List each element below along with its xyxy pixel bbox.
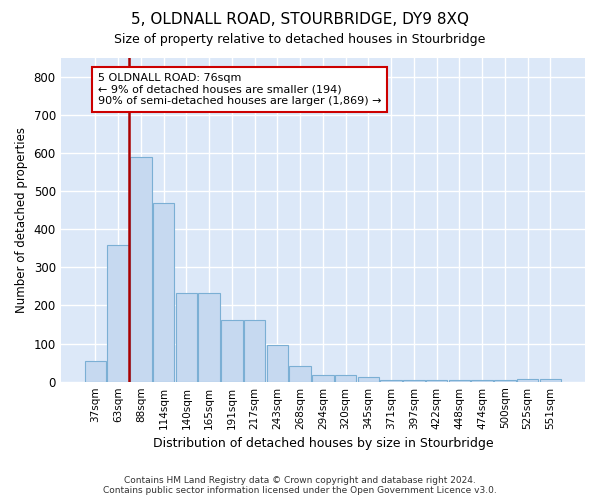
Bar <box>517 378 538 382</box>
Bar <box>380 380 402 382</box>
Bar <box>130 156 152 382</box>
Bar <box>335 375 356 382</box>
Bar <box>471 380 493 382</box>
Bar <box>289 366 311 382</box>
Bar <box>266 346 288 382</box>
Bar <box>85 360 106 382</box>
Text: 5, OLDNALL ROAD, STOURBRIDGE, DY9 8XQ: 5, OLDNALL ROAD, STOURBRIDGE, DY9 8XQ <box>131 12 469 28</box>
Bar <box>494 380 515 382</box>
Text: 5 OLDNALL ROAD: 76sqm
← 9% of detached houses are smaller (194)
90% of semi-deta: 5 OLDNALL ROAD: 76sqm ← 9% of detached h… <box>98 73 382 106</box>
Bar <box>403 380 425 382</box>
Bar <box>153 203 175 382</box>
Bar <box>198 293 220 382</box>
Text: Contains HM Land Registry data © Crown copyright and database right 2024.
Contai: Contains HM Land Registry data © Crown c… <box>103 476 497 495</box>
Bar <box>176 293 197 382</box>
X-axis label: Distribution of detached houses by size in Stourbridge: Distribution of detached houses by size … <box>152 437 493 450</box>
Bar <box>426 380 448 382</box>
Text: Size of property relative to detached houses in Stourbridge: Size of property relative to detached ho… <box>115 32 485 46</box>
Bar <box>358 377 379 382</box>
Bar <box>312 375 334 382</box>
Bar <box>107 245 129 382</box>
Bar <box>244 320 265 382</box>
Bar <box>449 380 470 382</box>
Bar <box>221 320 242 382</box>
Y-axis label: Number of detached properties: Number of detached properties <box>15 126 28 312</box>
Bar <box>539 378 561 382</box>
